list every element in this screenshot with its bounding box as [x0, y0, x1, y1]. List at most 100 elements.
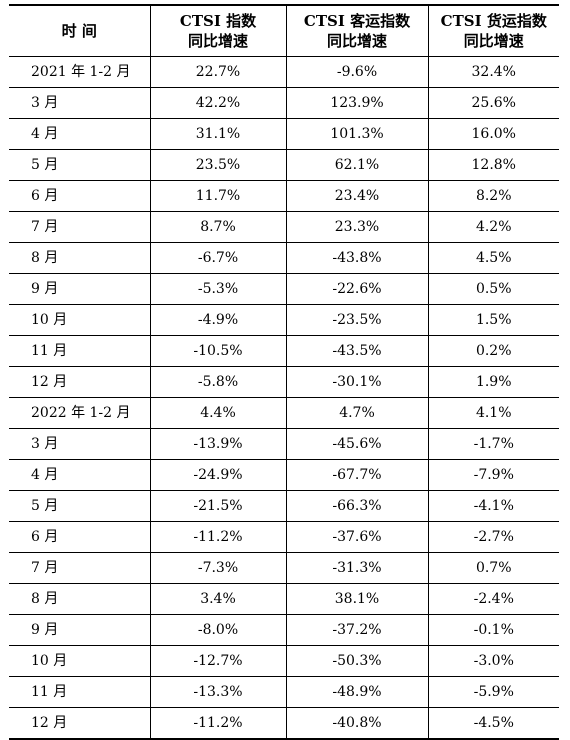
freight-index-cell: 1.9% [427, 366, 559, 398]
period-cell: 3 月 [31, 95, 59, 111]
passenger-index-cell: -67.7% [285, 459, 428, 491]
period-cell: 11 月 [31, 343, 68, 359]
ctsi-index-cell: 11.7% [149, 180, 286, 212]
freight-index-cell: -3.0% [427, 645, 559, 677]
freight-index-cell: 1.5% [427, 304, 559, 336]
freight-index-cell: -1.7% [427, 428, 559, 460]
table-row: 11 月 -13.3% -48.9% -5.9% [9, 676, 559, 708]
freight-index-cell: 4.5% [427, 242, 559, 274]
period-cell: 8 月 [31, 250, 59, 266]
passenger-index-cell: -50.3% [285, 645, 428, 677]
table-row: 2021 年 1-2 月 22.7% -9.6% 32.4% [9, 56, 559, 88]
period-cell: 10 月 [31, 653, 68, 669]
freight-index-cell: 0.5% [427, 273, 559, 305]
ctsi-index-cell: -6.7% [149, 242, 286, 274]
ctsi-index-cell: 23.5% [149, 149, 286, 181]
table-row: 7 月 8.7% 23.3% 4.2% [9, 211, 559, 243]
period-cell: 2021 年 1-2 月 [31, 64, 131, 80]
passenger-index-cell: -9.6% [285, 56, 428, 88]
period-cell: 6 月 [31, 529, 59, 545]
table-row: 4 月 31.1% 101.3% 16.0% [9, 118, 559, 150]
freight-index-cell: 0.2% [427, 335, 559, 367]
ctsi-index-cell: 42.2% [149, 87, 286, 119]
table-row: 6 月 -11.2% -37.6% -2.7% [9, 521, 559, 553]
ctsi-index-cell: -13.3% [149, 676, 286, 708]
freight-index-cell: -0.1% [427, 614, 559, 646]
freight-index-cell: 4.1% [427, 397, 559, 429]
period-cell: 7 月 [31, 560, 59, 576]
ctsi-index-cell: -5.8% [149, 366, 286, 398]
table-row: 10 月 -4.9% -23.5% 1.5% [9, 304, 559, 336]
passenger-index-cell: -43.5% [285, 335, 428, 367]
ctsi-index-cell: 8.7% [149, 211, 286, 243]
freight-index-cell: 8.2% [427, 180, 559, 212]
ctsi-index-cell: -24.9% [149, 459, 286, 491]
ctsi-index-cell: -21.5% [149, 490, 286, 522]
passenger-index-cell: 101.3% [285, 118, 428, 150]
period-cell: 4 月 [31, 467, 59, 483]
table-row: 12 月 -5.8% -30.1% 1.9% [9, 366, 559, 398]
header-ctsi-passenger-line2: 同比增速 [326, 32, 387, 50]
ctsi-index-cell: -7.3% [149, 552, 286, 584]
period-cell: 5 月 [31, 157, 59, 173]
passenger-index-cell: -37.6% [285, 521, 428, 553]
header-ctsi-freight-line2: 同比增速 [463, 32, 524, 50]
period-cell: 5 月 [31, 498, 59, 514]
passenger-index-cell: -48.9% [285, 676, 428, 708]
freight-index-cell: -5.9% [427, 676, 559, 708]
table-row: 3 月 -13.9% -45.6% -1.7% [9, 428, 559, 460]
passenger-index-cell: -23.5% [285, 304, 428, 336]
header-time: 时 间 [61, 22, 97, 40]
passenger-index-cell: -43.8% [285, 242, 428, 274]
table-header: 时 间 CTSI 指数 同比增速 CTSI 客运指数 同比增速 CTSI 货运指… [9, 5, 559, 57]
freight-index-cell: 4.2% [427, 211, 559, 243]
freight-index-cell: 0.7% [427, 552, 559, 584]
ctsi-index-cell: -10.5% [149, 335, 286, 367]
freight-index-cell: 25.6% [427, 87, 559, 119]
ctsi-index-cell: -8.0% [149, 614, 286, 646]
freight-index-cell: -2.4% [427, 583, 559, 615]
period-cell: 9 月 [31, 622, 59, 638]
freight-index-cell: -7.9% [427, 459, 559, 491]
ctsi-index-cell: -13.9% [149, 428, 286, 460]
passenger-index-cell: -37.2% [285, 614, 428, 646]
ctsi-growth-table: 时 间 CTSI 指数 同比增速 CTSI 客运指数 同比增速 CTSI 货运指… [9, 4, 559, 740]
ctsi-index-cell: 22.7% [149, 56, 286, 88]
period-cell: 6 月 [31, 188, 59, 204]
period-cell: 8 月 [31, 591, 59, 607]
ctsi-index-cell: -12.7% [149, 645, 286, 677]
passenger-index-cell: 23.4% [285, 180, 428, 212]
table-row: 10 月 -12.7% -50.3% -3.0% [9, 645, 559, 677]
period-cell: 9 月 [31, 281, 59, 297]
table-row: 4 月 -24.9% -67.7% -7.9% [9, 459, 559, 491]
table-row: 11 月 -10.5% -43.5% 0.2% [9, 335, 559, 367]
freight-index-cell: 12.8% [427, 149, 559, 181]
header-row: 时 间 CTSI 指数 同比增速 CTSI 客运指数 同比增速 CTSI 货运指… [9, 5, 559, 57]
passenger-index-cell: -31.3% [285, 552, 428, 584]
table-row: 12 月 -11.2% -40.8% -4.5% [9, 707, 559, 739]
ctsi-index-cell: 4.4% [149, 397, 286, 429]
header-ctsi-index-line1: CTSI 指数 [179, 12, 257, 30]
ctsi-index-cell: -11.2% [149, 521, 286, 553]
passenger-index-cell: 4.7% [285, 397, 428, 429]
header-ctsi-index-line2: 同比增速 [187, 32, 248, 50]
freight-index-cell: -2.7% [427, 521, 559, 553]
ctsi-index-cell: 3.4% [149, 583, 286, 615]
passenger-index-cell: -22.6% [285, 273, 428, 305]
period-cell: 7 月 [31, 219, 59, 235]
passenger-index-cell: 23.3% [285, 211, 428, 243]
passenger-index-cell: 62.1% [285, 149, 428, 181]
table-row: 8 月 3.4% 38.1% -2.4% [9, 583, 559, 615]
freight-index-cell: 16.0% [427, 118, 559, 150]
table-row: 5 月 23.5% 62.1% 12.8% [9, 149, 559, 181]
ctsi-index-cell: 31.1% [149, 118, 286, 150]
period-cell: 12 月 [31, 374, 68, 390]
period-cell: 2022 年 1-2 月 [31, 405, 131, 421]
ctsi-index-cell: -5.3% [149, 273, 286, 305]
passenger-index-cell: -30.1% [285, 366, 428, 398]
header-ctsi-index: CTSI 指数 同比增速 [149, 5, 286, 57]
freight-index-cell: -4.1% [427, 490, 559, 522]
header-ctsi-freight-line1: CTSI 货运指数 [440, 12, 547, 30]
table-row: 5 月 -21.5% -66.3% -4.1% [9, 490, 559, 522]
passenger-index-cell: -66.3% [285, 490, 428, 522]
